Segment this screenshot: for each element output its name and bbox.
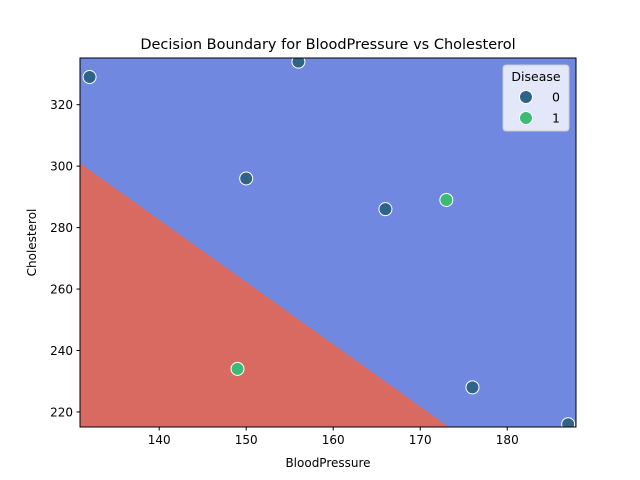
x-tick-label: 140 <box>148 433 171 447</box>
legend-box <box>502 64 570 132</box>
data-point-class-0 <box>378 202 393 217</box>
y-tick-label: 280 <box>50 221 73 235</box>
data-point-class-0 <box>465 380 480 395</box>
legend-entries: 01 <box>519 90 560 126</box>
y-tick-label: 300 <box>50 160 73 174</box>
data-point-class-1 <box>230 361 245 376</box>
y-tick-label: 320 <box>50 98 73 112</box>
y-tick-label: 260 <box>50 283 73 297</box>
legend-marker-0 <box>519 90 533 104</box>
x-tick-label: 150 <box>235 433 258 447</box>
x-tick-label: 180 <box>496 433 519 447</box>
x-axis: 140 150 160 170 180 <box>148 427 519 447</box>
legend-label-0: 0 <box>552 90 560 105</box>
plot-area <box>80 58 576 427</box>
points-layer <box>82 58 576 427</box>
y-tick-label: 220 <box>50 405 73 419</box>
legend-label-1: 1 <box>552 111 560 126</box>
data-point-class-1 <box>439 192 454 207</box>
y-axis: 220 240 260 280 300 320 <box>50 98 80 419</box>
data-point-class-0 <box>561 417 576 427</box>
x-tick-label: 170 <box>409 433 432 447</box>
y-tick-label: 240 <box>50 344 73 358</box>
data-point-class-0 <box>82 70 97 85</box>
x-axis-label: BloodPressure <box>285 456 370 470</box>
region-class-1 <box>80 163 449 427</box>
x-tick-label: 160 <box>322 433 345 447</box>
legend-title: Disease <box>511 69 560 84</box>
y-axis-label: Cholesterol <box>25 209 39 277</box>
chart-title: Decision Boundary for BloodPressure vs C… <box>140 37 515 53</box>
data-point-class-0 <box>239 171 254 186</box>
legend: Disease 01 <box>502 64 570 132</box>
data-point-class-0 <box>291 58 306 69</box>
plot-frame <box>79 57 577 428</box>
legend-marker-1 <box>519 111 533 125</box>
